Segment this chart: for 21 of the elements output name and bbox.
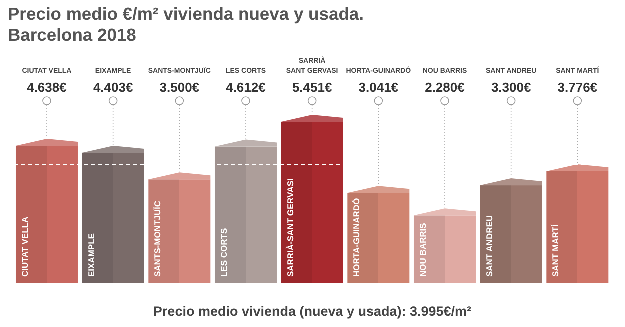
data-label: 4.638€ xyxy=(27,80,67,95)
annotation: LES CORTS xyxy=(218,228,229,277)
data-label: 3.041€ xyxy=(358,80,399,95)
data-label: 5.451€ xyxy=(292,80,332,95)
data-label: 4.403€ xyxy=(93,80,134,95)
data-label: 3.776€ xyxy=(558,80,598,95)
annotation: SANT MARTÍ xyxy=(550,224,561,277)
annotation: HORTA-GUINARDÓ xyxy=(352,198,362,277)
text: Precio medio vivienda (nueva y usada): 3.995€/m² xyxy=(152,304,473,319)
data-label: 3.300€ xyxy=(491,80,532,95)
chart-subtitle: Barcelona 2018 xyxy=(8,25,138,46)
chart-title: Precio medio €/m² vivienda nueva y usada. xyxy=(8,4,364,25)
data-label: 4.612€ xyxy=(226,80,266,95)
annotation: SANT ANDREU xyxy=(484,215,494,277)
annotation: CIUTAT VELLA xyxy=(20,216,30,277)
annotation: EIXAMPLE xyxy=(86,233,96,277)
data-label: 2.280€ xyxy=(425,80,465,95)
annotation: SARRIÀ-SANT GERVASI xyxy=(285,178,296,277)
annotation: SANTS-MONTJUÏC xyxy=(152,200,163,277)
annotation: NOU BARRIS xyxy=(418,222,428,277)
data-label: 3.500€ xyxy=(160,80,200,95)
